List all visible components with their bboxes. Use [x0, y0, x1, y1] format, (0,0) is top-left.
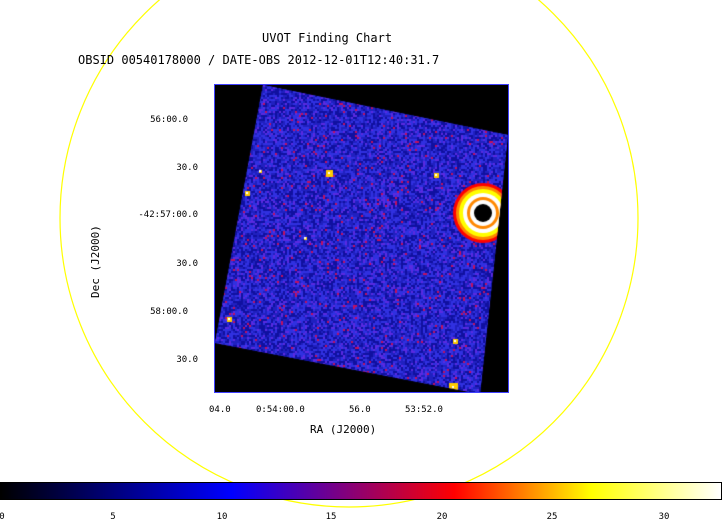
dec-tick: 58:00.0	[150, 307, 188, 317]
colorbar-tick: 10	[216, 512, 228, 522]
sky-image	[215, 85, 508, 392]
colorbar	[0, 482, 722, 500]
colorbar-tick: 5	[110, 512, 116, 522]
y-axis-label: Dec (J2000)	[89, 225, 102, 298]
x-axis-label: RA (J2000)	[310, 423, 377, 436]
colorbar-tick: 25	[546, 512, 558, 522]
dec-tick: 30.0	[176, 355, 198, 365]
ra-tick: 53:52.0	[405, 405, 443, 415]
ra-tick: 56.0	[349, 405, 371, 415]
ra-tick: 0:54:00.0	[256, 405, 305, 415]
colorbar-tick: 30	[658, 512, 670, 522]
colorbar-tick: 0	[0, 512, 5, 522]
chart-subtitle: OBSID 00540178000 / DATE-OBS 2012-12-01T…	[78, 53, 440, 67]
dec-tick: 56:00.0	[150, 115, 188, 125]
dec-tick: 30.0	[176, 163, 198, 173]
sky-image-frame	[214, 84, 509, 393]
dec-tick: -42:57:00.0	[138, 210, 198, 220]
ra-tick: 04.0	[209, 405, 231, 415]
colorbar-tick: 20	[436, 512, 448, 522]
colorbar-tick: 15	[325, 512, 337, 522]
dec-tick: 30.0	[176, 259, 198, 269]
chart-title: UVOT Finding Chart	[262, 31, 393, 45]
